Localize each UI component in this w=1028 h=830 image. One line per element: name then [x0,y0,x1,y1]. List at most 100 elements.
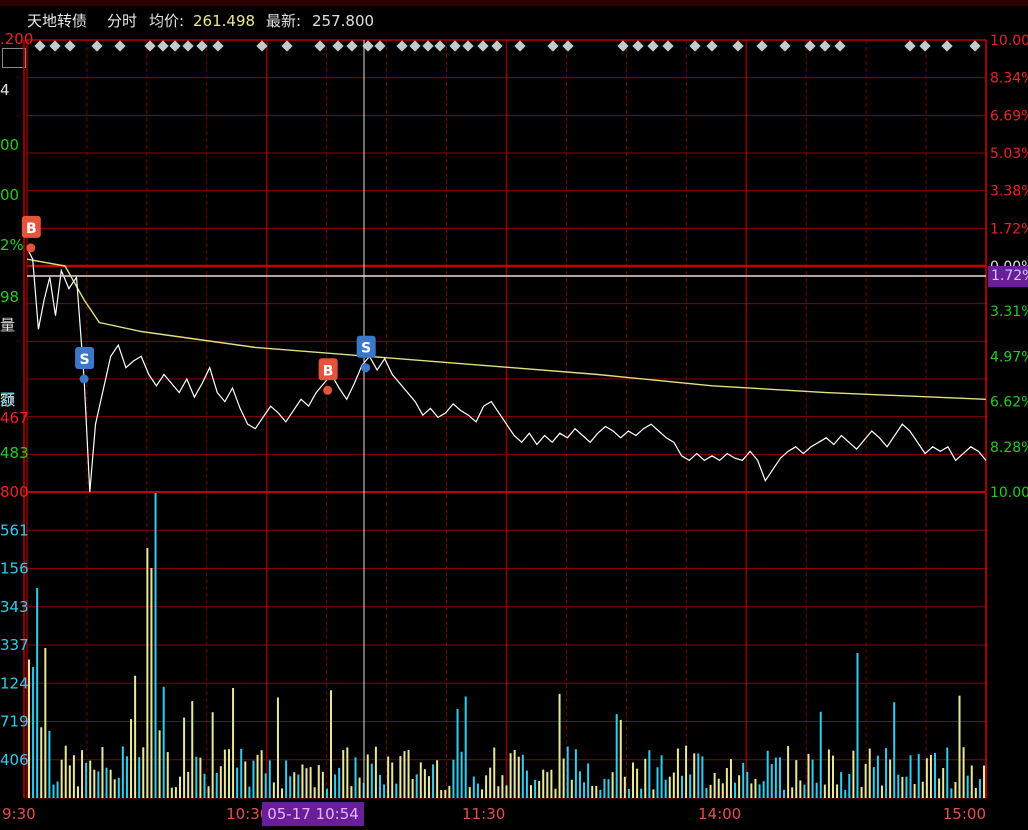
buy-label: B [26,221,37,237]
right-axis-tick: 3.31% [990,304,1028,320]
right-axis-tick: 6.69% [990,108,1028,124]
event-diamond [779,40,791,52]
right-axis-tick: 6.62% [990,395,1028,411]
buy-dot [323,385,333,395]
left-axis-label: 98 [0,288,19,306]
x-axis-tick: 11:30 [462,805,505,823]
event-diamond [49,40,61,52]
event-diamond [834,40,846,52]
axis-labels: 10.00%8.34%6.69%5.03%3.38%1.72%0.00%3.31… [0,30,1028,823]
event-diamond [941,40,953,52]
event-diamond [969,40,981,52]
event-diamond [422,40,434,52]
x-axis-tick: 15:00 [943,805,986,823]
event-diamond [562,40,574,52]
volume-axis-label: 156 [0,560,29,578]
event-diamond [362,40,374,52]
last-price-value: 257.800 [312,12,375,30]
right-axis-tick: 10.00% [990,485,1028,501]
price-lines [26,40,987,798]
close-panel-icon[interactable] [2,48,26,68]
sell-marker [75,347,95,369]
right-axis-tick: 10.00% [990,33,1028,49]
event-diamond [547,40,559,52]
right-axis-tick: 1.72% [990,221,1028,237]
left-axis-label: 483 [0,444,29,462]
event-diamond [64,40,76,52]
event-diamond [374,40,386,52]
buy-marker [21,215,41,238]
left-axis-label: 800 [0,483,29,501]
left-axis-label: 万 [0,390,15,408]
right-axis-tick: 4.97% [990,349,1028,365]
event-diamond [281,40,293,52]
buy-label: B [323,363,334,379]
event-diamond [212,40,224,52]
event-diamond [182,40,194,52]
volume-axis-label: 343 [0,598,29,616]
volume-bars [28,493,985,798]
event-diamond [477,40,489,52]
event-markers-row [34,40,981,52]
event-diamond [449,40,461,52]
event-diamond [706,40,718,52]
left-axis-label: 467 [0,409,29,427]
price-line [26,247,987,493]
sell-marker [356,335,376,358]
right-axis-tick: 8.28% [990,440,1028,456]
crosshair-price-badge: 1.72% [988,266,1028,287]
sell-label: S [80,352,90,368]
buy-marker [318,358,338,381]
event-diamond [904,40,916,52]
right-axis-tick: 5.03% [990,146,1028,162]
event-diamond [196,40,208,52]
event-diamond [434,40,446,52]
sell-label: S [361,341,371,357]
volume-axis-label: 337 [0,636,29,654]
trade-markers: B S B S [21,215,376,395]
avg-price-value: 261.498 [193,12,256,30]
event-diamond [514,40,526,52]
crosshair-time-badge: 05-17 10:54 [262,802,364,826]
event-diamond [819,40,831,52]
left-axis-label: 4 [0,81,10,99]
event-diamond [114,40,126,52]
left-axis-label: 00 [0,136,19,154]
event-diamond [647,40,659,52]
left-axis-label: 00 [0,186,19,204]
volume-axis-label: 719 [0,713,29,731]
volume-axis-label: 406 [0,751,29,769]
last-price-label: 最新: [266,12,302,30]
x-axis-tick: 10:30 [226,805,269,823]
event-diamond [169,40,181,52]
left-axis-label: 量 [0,316,15,334]
avg-price-label: 均价: [149,12,185,30]
event-diamond [756,40,768,52]
top-toolbar-strip [0,0,1028,6]
volume-axis-label: 124 [0,674,29,692]
event-diamond [689,40,701,52]
stock-name: 天地转债 [27,12,88,30]
left-axis-label: 2% [0,236,24,254]
sell-dot [79,374,89,384]
event-diamond [919,40,931,52]
x-axis-tick: 14:00 [698,805,741,823]
view-mode-label[interactable]: 分时 [107,12,138,30]
buy-dot [26,243,36,253]
sell-dot [361,363,371,373]
avg-price-line [26,258,987,400]
event-diamond [314,40,326,52]
chart-header: 天地转债 分时 均价: 261.498 最新: 257.800 [0,10,1028,32]
event-diamond [332,40,344,52]
event-diamond [632,40,644,52]
event-diamond [462,40,474,52]
event-diamond [617,40,629,52]
right-axis-tick: 8.34% [990,71,1028,87]
event-diamond [804,40,816,52]
volume-axis-label: 561 [0,521,29,539]
chart-grid [23,39,987,799]
right-axis-tick: 3.38% [990,184,1028,200]
event-diamond [157,40,169,52]
left-axis-label: .200 [0,30,33,48]
